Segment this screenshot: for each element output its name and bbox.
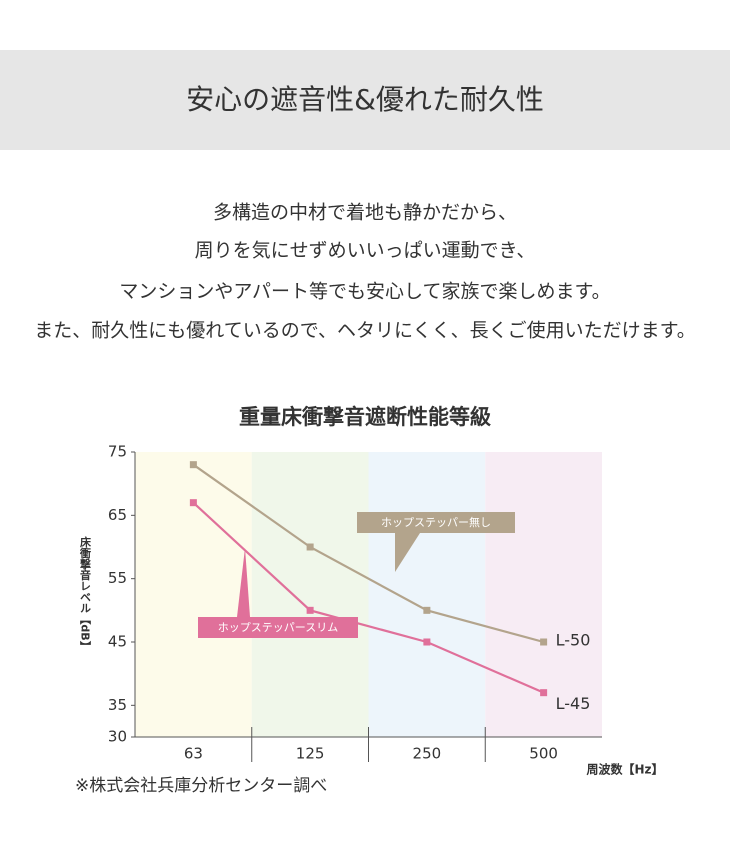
end-label: L-45	[556, 694, 591, 713]
series-line	[192, 501, 545, 694]
category-band	[251, 452, 369, 737]
point	[189, 499, 197, 507]
point	[540, 638, 548, 646]
body-text: 多構造の中材で着地も静かだから、周りを気にせずめいいっぱい運動でき、マンションや…	[34, 202, 695, 342]
x-axis-label: 周波数【Hz】	[586, 762, 663, 777]
chart: 63 125 250 500 30 35 45 55 65 75 床衝撃音レベル【dB】周波数【Hz…	[79, 443, 664, 777]
header-title: 安心の遮音性&優れた耐久性	[186, 83, 544, 116]
y-tick-label: 30	[108, 728, 127, 746]
x-tick-label: 63	[184, 745, 203, 763]
point	[540, 689, 548, 697]
y-tick-label: 35	[108, 696, 127, 714]
footnote: ※株式会社兵庫分析センター調べ	[75, 776, 327, 796]
chart-title: 重量床衝撃音遮断性能等級	[239, 405, 491, 429]
legend-label: ホップステッパースリム	[218, 621, 338, 634]
legend-label: ホップステッパー無し	[381, 515, 491, 529]
x-tick-label: 250	[413, 745, 442, 763]
callout-tail	[395, 533, 420, 572]
end-label: L-50	[556, 631, 591, 650]
point	[306, 543, 314, 551]
point	[423, 606, 431, 614]
header-band	[0, 50, 730, 150]
point	[189, 461, 197, 469]
callout-box	[198, 617, 358, 638]
body-line: マンションやアパート等でも安心して家族で楽しめます。	[119, 281, 610, 303]
category-band	[368, 452, 486, 737]
x-tick-label: 500	[529, 745, 558, 763]
point	[423, 638, 431, 646]
series-line	[192, 463, 544, 644]
x-tick-label: 125	[296, 745, 325, 763]
body-line: 多構造の中材で着地も静かだから、	[213, 202, 517, 224]
y-tick-label: 75	[108, 443, 127, 461]
point	[306, 606, 314, 614]
callout-tail	[237, 548, 250, 617]
body-line: また、耐久性にも優れているので、ヘタリにくく、長くご使用いただけます。	[34, 320, 695, 342]
y-axis-label: 床衝撃音レベル【dB】	[79, 535, 93, 652]
y-tick-label: 45	[108, 633, 127, 651]
y-tick-label: 55	[108, 569, 127, 587]
body-line: 周りを気にせずめいいっぱい運動でき、	[195, 240, 536, 262]
callout-box	[357, 512, 515, 533]
y-tick-label: 65	[108, 506, 127, 524]
